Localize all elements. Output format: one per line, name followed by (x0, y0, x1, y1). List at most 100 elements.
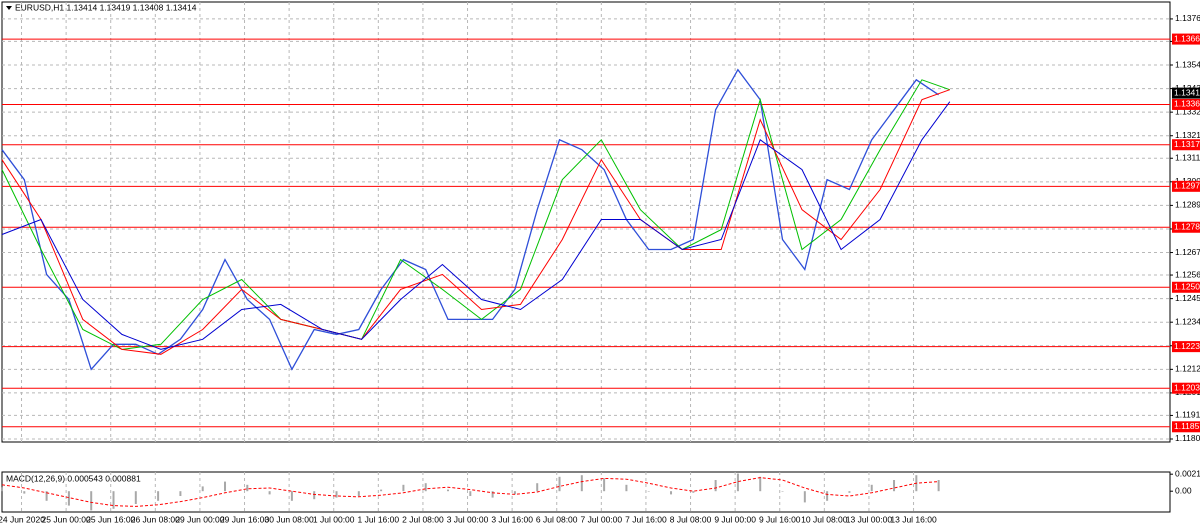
level-label: 1.12037 (1174, 382, 1200, 392)
histogram-bar (402, 484, 405, 492)
histogram-bar (826, 491, 829, 501)
macd-pane-frame (1, 471, 1171, 513)
level-label-box (1172, 139, 1200, 151)
x-tick-label: 1 Jul 00:00 (313, 514, 355, 524)
x-tick-label: 24 Jun 2020 (0, 514, 45, 524)
histogram-bar (447, 489, 450, 492)
x-tick-label: 3 Jul 00:00 (447, 514, 489, 524)
level-label-box (1172, 421, 1200, 433)
x-tick-label: 29 Jun 16:00 (220, 514, 269, 524)
histogram-bar (558, 476, 561, 492)
y-tick-label: 1.12565 (1175, 269, 1200, 279)
y-tick-label: 0.002126 (1175, 468, 1200, 478)
level-label: 1.12508 (1174, 282, 1200, 292)
series-line (1, 79, 950, 350)
x-tick-label: 8 Jul 08:00 (670, 514, 712, 524)
x-tick-label: 3 Jul 16:00 (491, 514, 533, 524)
series-line (1, 89, 950, 355)
y-tick-label: 1.13325 (1175, 106, 1200, 116)
histogram-bar (424, 483, 427, 492)
y-tick-label: 1.13545 (1175, 59, 1200, 69)
x-tick-label: 1 Jul 16:00 (358, 514, 400, 524)
macd-title: MACD(12,26,9) 0.000543 0.000881 (6, 473, 141, 483)
x-tick-label: 25 Jun 16:00 (86, 514, 135, 524)
histogram-bar (714, 480, 717, 492)
y-tick-label: 1.13215 (1175, 130, 1200, 140)
histogram-bar (112, 491, 115, 509)
histogram-bar (1, 487, 3, 492)
x-tick-label: 13 Jul 00:00 (846, 514, 893, 524)
x-tick-label: 7 Jul 00:00 (581, 514, 623, 524)
y-tick-label: 1.11910 (1175, 410, 1200, 420)
histogram-bar (937, 480, 940, 492)
histogram-bar (290, 491, 293, 501)
x-tick-label: 2 Jul 08:00 (402, 514, 444, 524)
histogram-bar (647, 491, 650, 492)
histogram-bar (45, 491, 48, 501)
level-label: 1.13666 (1174, 33, 1200, 43)
level-label-box (1172, 382, 1200, 394)
y-tick-label: 1.12345 (1175, 316, 1200, 326)
last-price-box (1172, 87, 1200, 99)
x-tick-label: 29 Jun 00:00 (175, 514, 224, 524)
histogram-bar (157, 491, 160, 501)
histogram-bar (781, 491, 784, 492)
y-tick-label: 1.13760 (1175, 13, 1200, 23)
histogram-bar (357, 491, 360, 496)
histogram-bar (536, 483, 539, 492)
histogram-bar (313, 491, 316, 500)
x-tick-label: 7 Jul 16:00 (625, 514, 667, 524)
histogram-bar (513, 491, 516, 495)
histogram-bar (848, 491, 851, 493)
histogram-bar (224, 481, 227, 492)
histogram-bar (670, 491, 673, 495)
histogram-bar (179, 491, 182, 496)
x-tick-label: 26 Jun 08:00 (131, 514, 180, 524)
histogram-bar (736, 473, 739, 492)
histogram-bar (692, 491, 695, 493)
y-tick-label: 1.12890 (1175, 200, 1200, 210)
histogram-bar (380, 489, 383, 492)
histogram-bar (335, 491, 338, 498)
x-tick-label: 10 Jul 08:00 (801, 514, 848, 524)
series-line (1, 101, 951, 350)
histogram-bar (870, 484, 873, 492)
level-label-box (1172, 33, 1200, 45)
level-label-box (1172, 221, 1200, 233)
histogram-bar (268, 491, 271, 495)
x-tick-label: 6 Jul 08:00 (536, 514, 578, 524)
level-label-box (1172, 180, 1200, 192)
histogram-bar (469, 491, 472, 496)
histogram-bar (134, 491, 137, 504)
level-label: 1.12788 (1174, 222, 1200, 232)
chart-title: EURUSD,H1 1.13414 1.13419 1.13408 1.1341… (15, 2, 197, 12)
histogram-bar (803, 491, 806, 503)
histogram-bar (893, 480, 896, 492)
last-price-label: 1.13414 (1174, 87, 1200, 97)
histogram-bar (246, 484, 249, 492)
level-label: 1.13173 (1174, 139, 1200, 149)
histogram-bar (201, 486, 204, 492)
x-tick-label: 30 Jun 08:00 (265, 514, 314, 524)
y-tick-label: 1.12670 (1175, 247, 1200, 257)
histogram-bar (23, 491, 26, 494)
y-tick-label: 0.00 (1175, 485, 1192, 495)
histogram-bar (759, 476, 762, 492)
x-tick-label: 25 Jun 00:00 (42, 514, 91, 524)
level-label-box (1172, 98, 1200, 110)
level-label: 1.12979 (1174, 181, 1200, 191)
main-pane-frame (1, 1, 1171, 443)
histogram-bar (625, 484, 628, 492)
x-tick-label: 13 Jul 16:00 (890, 514, 937, 524)
level-label-box (1172, 341, 1200, 353)
y-tick-label: 1.11800 (1175, 433, 1200, 443)
y-tick-label: 1.12455 (1175, 293, 1200, 303)
y-tick-label: 1.13110 (1175, 152, 1200, 162)
menu-arrow[interactable] (6, 6, 12, 10)
x-tick-label: 9 Jul 16:00 (759, 514, 801, 524)
x-tick-label: 9 Jul 00:00 (714, 514, 756, 524)
